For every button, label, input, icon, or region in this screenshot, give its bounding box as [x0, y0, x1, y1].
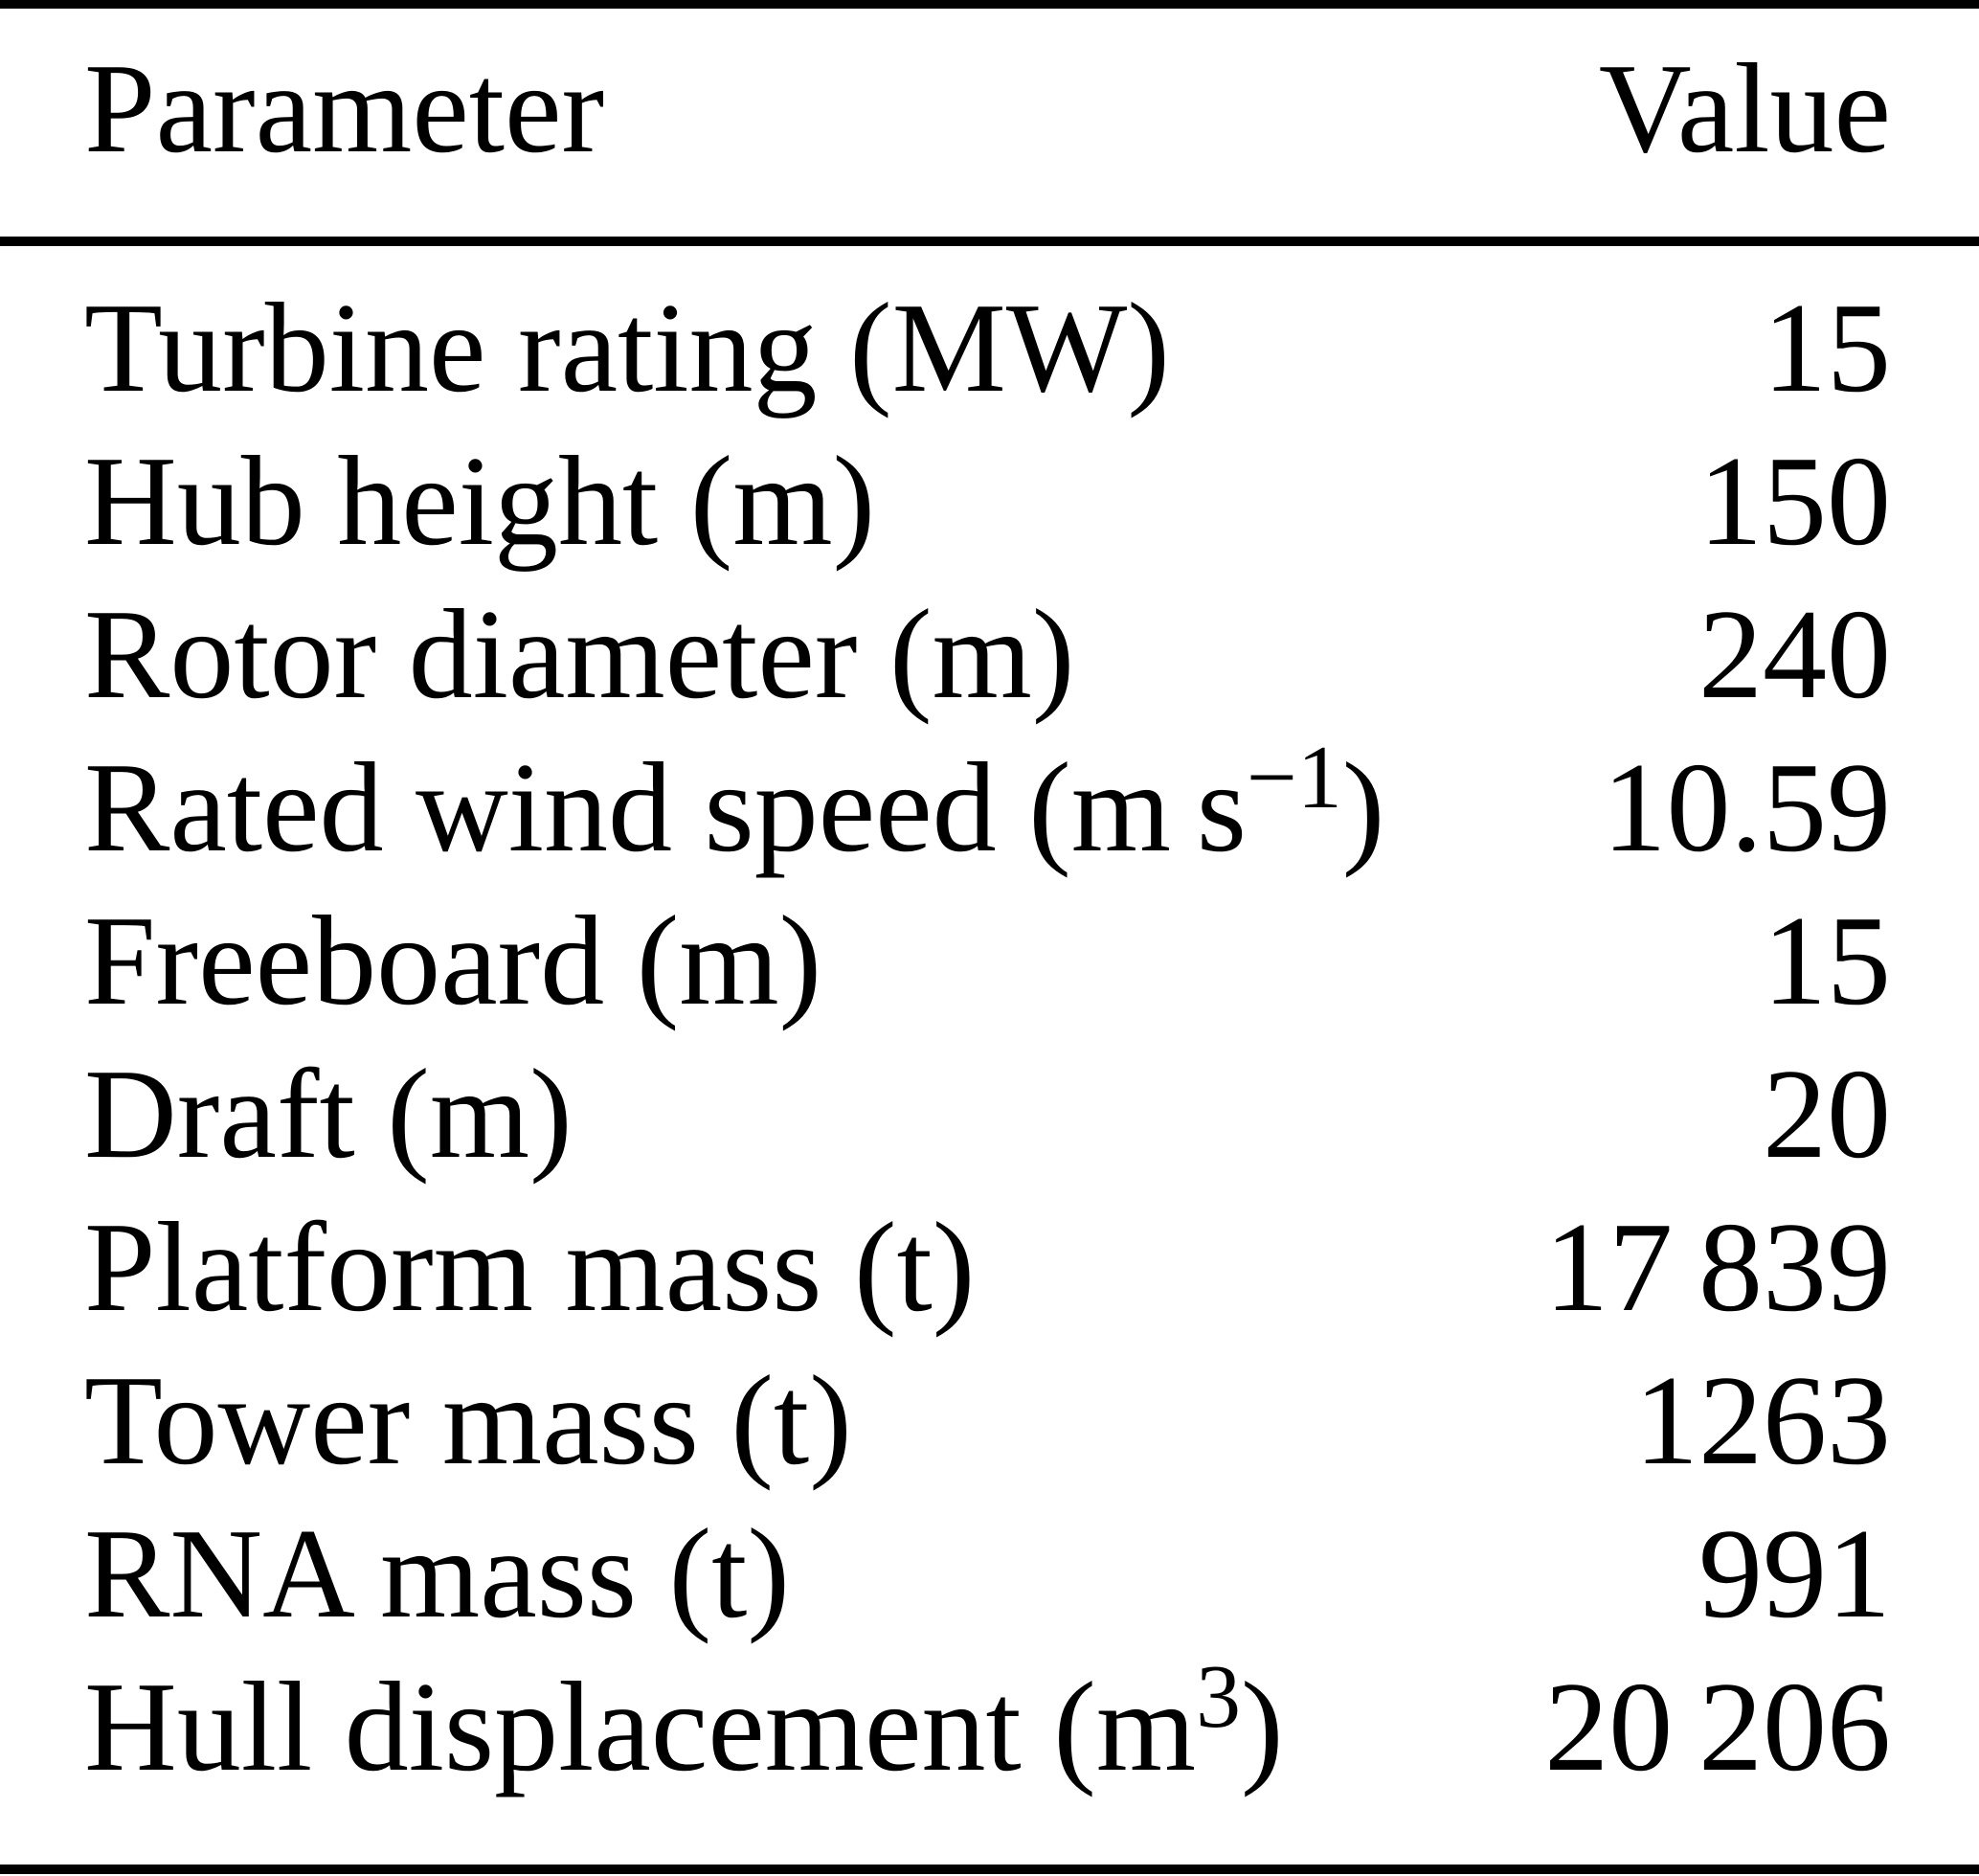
parameter-label-text: Hull displacement (m	[84, 1656, 1197, 1797]
parameter-value: 991	[1698, 1503, 1891, 1644]
table-row: Rated wind speed (m s−1) 10.59	[0, 731, 1979, 884]
parameter-value: 15	[1763, 890, 1891, 1031]
table-top-rule	[0, 0, 1979, 9]
parameter-label-text: Turbine rating (MW)	[84, 277, 1170, 418]
parameter-value: 240	[1698, 583, 1891, 725]
table-header-row: Parameter Value	[0, 9, 1979, 208]
parameter-value: 150	[1698, 430, 1891, 572]
parameter-label: Freeboard (m)	[84, 884, 821, 1037]
parameter-value: 1263	[1634, 1349, 1891, 1491]
parameter-value: 15	[1763, 277, 1891, 418]
parameter-label: RNA mass (t)	[84, 1497, 790, 1650]
table-header-rule	[0, 237, 1979, 246]
parameter-label: Rotor diameter (m)	[84, 577, 1074, 731]
table-row: Platform mass (t) 17 839	[0, 1190, 1979, 1344]
table-row: RNA mass (t) 991	[0, 1497, 1979, 1650]
parameter-label: Rated wind speed (m s−1)	[84, 731, 1384, 884]
parameter-label: Turbine rating (MW)	[84, 271, 1170, 424]
parameter-label-text: Freeboard (m)	[84, 890, 822, 1031]
parameter-superscript: −1	[1246, 727, 1342, 827]
parameter-label-text: Rotor diameter (m)	[84, 583, 1075, 725]
table-bottom-rule	[0, 1865, 1979, 1874]
table-row: Tower mass (t) 1263	[0, 1344, 1979, 1497]
parameter-label-close: )	[1341, 736, 1385, 878]
parameter-label-close: )	[1240, 1656, 1284, 1797]
parameter-superscript: 3	[1196, 1646, 1241, 1747]
parameter-label: Hub height (m)	[84, 424, 875, 577]
parameter-value: 10.59	[1602, 736, 1892, 878]
parameter-label-text: Tower mass (t)	[84, 1349, 852, 1491]
column-header-parameter: Parameter	[84, 37, 605, 179]
parameter-label-text: Platform mass (t)	[84, 1196, 976, 1338]
table-row: Freeboard (m) 15	[0, 884, 1979, 1037]
parameter-value: 20 206	[1544, 1656, 1891, 1797]
table-body: Turbine rating (MW) 15 Hub height (m) 150 Ro…	[0, 246, 1979, 1803]
table-row: Hull displacement (m3) 20 206	[0, 1650, 1979, 1803]
parameter-label: Draft (m)	[84, 1037, 573, 1190]
parameter-label-text: RNA mass (t)	[84, 1503, 790, 1644]
parameter-label: Platform mass (t)	[84, 1190, 975, 1344]
table-row: Hub height (m) 150	[0, 424, 1979, 577]
parameter-label: Hull displacement (m3)	[84, 1650, 1284, 1803]
table-row: Turbine rating (MW) 15	[0, 271, 1979, 424]
parameter-value: 17 839	[1544, 1196, 1891, 1338]
parameter-label-text: Hub height (m)	[84, 430, 876, 572]
parameter-label-text: Draft (m)	[84, 1043, 573, 1185]
table-row: Draft (m) 20	[0, 1037, 1979, 1190]
column-header-value: Value	[1598, 37, 1891, 179]
parameter-label-text: Rated wind speed (m s	[84, 736, 1247, 878]
parameter-value: 20	[1763, 1043, 1891, 1185]
table-row: Rotor diameter (m) 240	[0, 577, 1979, 731]
parameter-label: Tower mass (t)	[84, 1344, 852, 1497]
